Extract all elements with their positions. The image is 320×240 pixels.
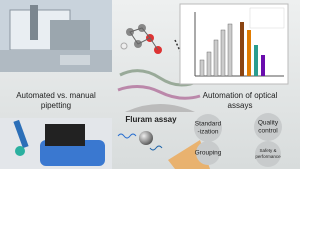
center-caption: Fluram assay	[125, 115, 177, 124]
right-caption: assays	[228, 101, 253, 110]
node-label: control	[258, 128, 278, 135]
left-caption: pipetting	[41, 101, 71, 110]
node-label: performance	[255, 154, 281, 159]
node-label: Safety &	[259, 148, 276, 153]
inset-chart	[179, 3, 289, 85]
node-label: Grouping	[195, 150, 222, 157]
node-circle	[254, 113, 282, 141]
node-label: -ization	[198, 129, 219, 136]
node-label: Quality	[258, 120, 279, 127]
nodes: Standard -ization Quality control Groupi…	[194, 113, 282, 167]
left-caption: Automated vs. manual	[16, 91, 96, 100]
graphical-abstract: Automated vs. manual pipetting Fluram as…	[0, 0, 300, 169]
pipette-photo	[0, 118, 112, 169]
molecule	[120, 24, 162, 54]
node-label: Standard	[195, 121, 222, 128]
robot-photo	[0, 0, 112, 72]
node-circle	[255, 141, 281, 167]
page: Automated vs. manual pipetting Fluram as…	[0, 0, 300, 169]
node-circle	[194, 114, 222, 142]
right-caption: Automation of optical	[203, 91, 278, 100]
node-circle	[196, 141, 220, 165]
